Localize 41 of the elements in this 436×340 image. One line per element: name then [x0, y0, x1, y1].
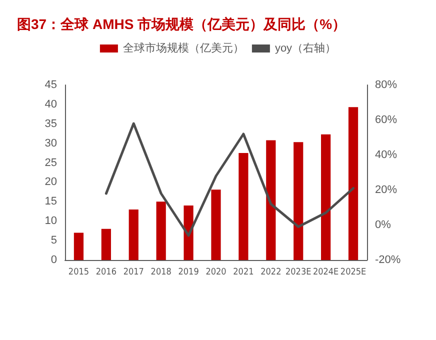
y-tick-label: 25 — [44, 156, 57, 169]
bar — [74, 232, 84, 260]
bar — [266, 140, 276, 260]
x-tick-label: 2025E — [340, 268, 366, 278]
bar — [238, 153, 248, 260]
y2-tick-label: -20% — [375, 254, 401, 266]
y-tick-label: 5 — [50, 234, 57, 247]
bar — [156, 202, 166, 260]
x-tick-label: 2020 — [206, 268, 226, 278]
bar — [128, 209, 138, 260]
y-tick-label: 40 — [44, 98, 57, 110]
y-tick-label: 35 — [44, 118, 57, 130]
legend-label: 全球市场规模（亿美元） — [122, 42, 244, 54]
x-tick-label: 2021 — [233, 268, 254, 278]
bar — [101, 228, 111, 260]
x-tick-label: 2018 — [150, 268, 172, 278]
y2-tick-label: 0% — [375, 219, 392, 231]
chart-title: 图37：全球 AMHS 市场规模（亿美元）及同比（%） — [17, 16, 346, 32]
y-tick-label: 15 — [44, 196, 57, 208]
x-tick-label: 2019 — [178, 268, 199, 278]
y-tick-label: 20 — [44, 176, 57, 188]
y-tick-label: 10 — [44, 215, 57, 228]
bar — [348, 107, 358, 260]
x-tick-label: 2024E — [312, 268, 339, 278]
x-tick-label: 2022 — [260, 268, 282, 278]
y-tick-label: 30 — [44, 137, 57, 150]
y-tick-label: 0 — [50, 254, 57, 266]
bar — [294, 142, 304, 260]
x-tick-label: 2023E — [286, 268, 312, 278]
y2-tick-label: 60% — [375, 114, 398, 126]
y2-tick-label: 20% — [375, 184, 398, 196]
y2-tick-label: 40% — [375, 149, 398, 161]
y2-tick-label: 80% — [375, 79, 398, 91]
bar — [321, 134, 331, 260]
line-series — [104, 122, 355, 237]
bar — [211, 190, 221, 260]
x-tick-label: 2016 — [96, 268, 116, 278]
legend-label: yoy（右轴） — [274, 42, 336, 54]
x-tick-label: 2017 — [123, 268, 144, 278]
y-tick-label: 45 — [44, 79, 57, 91]
x-tick-label: 2015 — [68, 268, 90, 278]
